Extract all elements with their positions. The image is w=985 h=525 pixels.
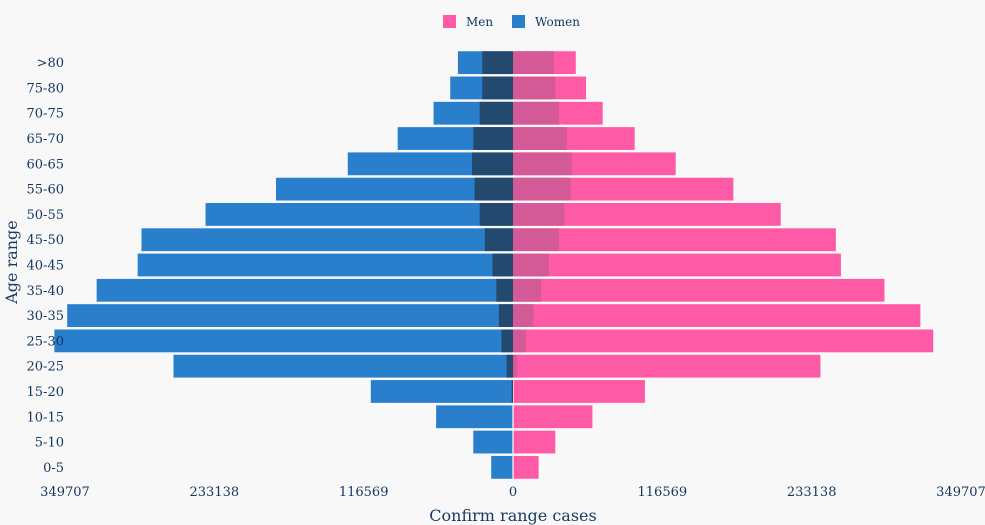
overlay-men-30-35 bbox=[513, 304, 534, 327]
overlay-women->80 bbox=[482, 51, 513, 75]
overlay-women-75-80 bbox=[482, 76, 513, 100]
overlay-men-75-80 bbox=[513, 76, 556, 100]
legend-label-women[interactable]: Women bbox=[535, 15, 580, 29]
overlay-men-20-25 bbox=[513, 354, 517, 378]
x-tick-label: 116569 bbox=[638, 485, 688, 500]
y-tick-label: 45-50 bbox=[27, 233, 64, 248]
y-axis-title: Age range bbox=[2, 220, 21, 305]
x-axis-title: Confirm range cases bbox=[429, 506, 596, 525]
y-tick-label: 70-75 bbox=[27, 107, 64, 122]
bar-women-20-25 bbox=[173, 354, 513, 378]
overlay-women-70-75 bbox=[479, 101, 513, 125]
y-tick-label: 25-30 bbox=[27, 334, 64, 349]
y-tick-label: 60-65 bbox=[27, 157, 64, 172]
overlay-women-45-50 bbox=[484, 228, 513, 252]
y-tick-label: 75-80 bbox=[27, 81, 64, 96]
bar-women-60-65 bbox=[347, 152, 513, 176]
overlay-men-40-45 bbox=[513, 253, 549, 277]
bar-women-35-40 bbox=[96, 278, 513, 302]
y-tick-label: 55-60 bbox=[27, 183, 64, 198]
bar-women-45-50 bbox=[141, 228, 513, 252]
y-tick-label: 10-15 bbox=[27, 410, 64, 425]
overlay-women-35-40 bbox=[496, 278, 513, 302]
bar-men-10-15 bbox=[513, 405, 593, 429]
bar-men-45-50 bbox=[513, 228, 836, 252]
bar-men-40-45 bbox=[513, 253, 841, 277]
y-tick-label: 50-55 bbox=[27, 208, 64, 223]
overlay-men-70-75 bbox=[513, 101, 560, 125]
overlay-men-35-40 bbox=[513, 278, 542, 302]
overlay-men-25-30 bbox=[513, 329, 526, 353]
overlay-men-50-55 bbox=[513, 203, 565, 226]
y-tick-label: 0-5 bbox=[43, 461, 64, 476]
overlay-women-30-35 bbox=[498, 304, 513, 327]
overlay-men-45-50 bbox=[513, 228, 560, 252]
bar-women-25-30 bbox=[54, 329, 513, 353]
x-tick-label: 233138 bbox=[190, 485, 240, 500]
bar-men-35-40 bbox=[513, 278, 885, 302]
y-tick-label: 35-40 bbox=[27, 284, 64, 299]
overlay-women-50-55 bbox=[479, 203, 513, 226]
y-tick-label: >80 bbox=[37, 56, 64, 71]
legend-swatch-women[interactable] bbox=[512, 15, 525, 28]
y-tick-label: 40-45 bbox=[27, 259, 64, 274]
bar-women-0-5 bbox=[491, 455, 513, 479]
overlay-women-65-70 bbox=[473, 127, 513, 150]
bar-women-55-60 bbox=[276, 177, 513, 201]
x-tick-label: 349707 bbox=[40, 485, 90, 500]
overlay-men->80 bbox=[513, 51, 554, 75]
bar-women-15-20 bbox=[370, 380, 513, 403]
bar-women-40-45 bbox=[137, 253, 514, 277]
overlay-women-60-65 bbox=[472, 152, 513, 176]
legend-label-men[interactable]: Men bbox=[466, 15, 493, 29]
overlay-men-60-65 bbox=[513, 152, 572, 176]
x-tick-label: 0 bbox=[509, 485, 517, 500]
y-tick-label: 15-20 bbox=[27, 385, 64, 400]
y-tick-label: 65-70 bbox=[27, 132, 64, 147]
y-tick-labels: 0-5 5-10 10-15 15-20 20-25 25-30 30-35 35-40 40-… bbox=[27, 56, 64, 476]
x-tick-label: 233138 bbox=[787, 485, 837, 500]
overlay-men-65-70 bbox=[513, 127, 567, 150]
overlay-women-55-60 bbox=[474, 177, 513, 201]
bar-men-0-5 bbox=[513, 455, 539, 479]
x-tick-label: 349707 bbox=[936, 485, 985, 500]
y-tick-label: 20-25 bbox=[27, 360, 64, 375]
bar-women-30-35 bbox=[67, 304, 513, 327]
bar-men-5-10 bbox=[513, 430, 556, 454]
bar-men-30-35 bbox=[513, 304, 921, 327]
x-tick-labels: 349707 233138 116569 0 116569 233138 349707 bbox=[40, 485, 985, 500]
bar-men-15-20 bbox=[513, 380, 645, 403]
overlay-women-15-20 bbox=[511, 380, 513, 403]
overlay-group bbox=[472, 51, 572, 403]
bar-men-20-25 bbox=[513, 354, 821, 378]
bar-women-50-55 bbox=[205, 203, 514, 226]
legend-swatch-men[interactable] bbox=[443, 15, 456, 28]
legend: Men Women bbox=[443, 15, 580, 29]
y-tick-label: 30-35 bbox=[27, 309, 64, 324]
bar-women-5-10 bbox=[473, 430, 513, 454]
bar-men-50-55 bbox=[513, 203, 781, 226]
overlay-men-55-60 bbox=[513, 177, 571, 201]
bar-men-25-30 bbox=[513, 329, 934, 353]
x-tick-label: 116569 bbox=[339, 485, 389, 500]
overlay-women-25-30 bbox=[501, 329, 513, 353]
overlay-women-40-45 bbox=[492, 253, 513, 277]
overlay-women-20-25 bbox=[506, 354, 513, 378]
bar-women-10-15 bbox=[436, 405, 513, 429]
y-tick-label: 5-10 bbox=[35, 436, 64, 451]
